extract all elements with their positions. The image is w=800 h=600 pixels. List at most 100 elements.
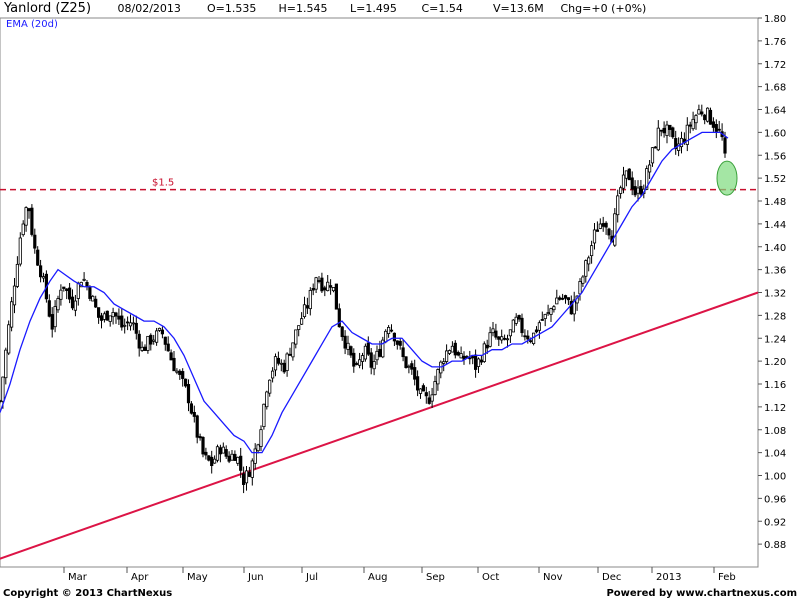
candle-body xyxy=(27,208,31,212)
candle-body xyxy=(607,228,611,236)
candle-body xyxy=(375,350,379,361)
candle-body xyxy=(215,446,220,461)
close-value: C=1.54 xyxy=(421,2,463,15)
candle-body xyxy=(624,170,629,179)
open-value: O=1.535 xyxy=(207,2,257,15)
candle-body xyxy=(384,330,388,343)
candle-body xyxy=(99,315,104,321)
y-tick-label: 1.24 xyxy=(764,334,786,345)
y-tick-label: 1.60 xyxy=(764,128,786,139)
candle-body xyxy=(186,384,191,404)
candle-body xyxy=(604,222,608,228)
candle-body xyxy=(413,367,417,380)
y-tick-label: 1.76 xyxy=(764,37,786,48)
candle-body xyxy=(502,337,507,340)
candle-body xyxy=(717,128,721,131)
candle-body xyxy=(456,351,460,356)
candle-body xyxy=(192,412,196,417)
candle-body xyxy=(7,324,11,354)
candle-body xyxy=(569,301,573,315)
y-tick-label: 1.68 xyxy=(764,83,786,94)
candle-body xyxy=(9,301,14,328)
price-level-label: $1.5 xyxy=(152,178,174,189)
candle-body xyxy=(36,249,40,266)
candle-body xyxy=(529,340,533,343)
candle-body xyxy=(15,263,20,287)
candle-body xyxy=(183,378,188,387)
candle-body xyxy=(511,319,515,333)
candle-body xyxy=(236,456,240,464)
candle-body xyxy=(285,353,289,371)
candle-body xyxy=(392,332,397,342)
candle-body xyxy=(50,314,54,330)
y-tick-label: 1.48 xyxy=(764,197,786,208)
candle-body xyxy=(442,361,446,364)
candle-body xyxy=(149,334,153,345)
candle-body xyxy=(102,313,106,320)
candle-body xyxy=(0,400,2,403)
y-tick-label: 1.56 xyxy=(764,151,786,162)
candle-body xyxy=(152,339,156,342)
candle-body xyxy=(305,305,310,309)
candle-body xyxy=(326,281,330,292)
candle-body xyxy=(526,335,530,340)
candle-body xyxy=(621,174,626,189)
candle-body xyxy=(450,345,455,353)
candle-body xyxy=(111,312,115,318)
candle-body xyxy=(178,370,182,375)
candle-body xyxy=(665,124,669,136)
candle-body xyxy=(378,348,382,357)
ema-layer xyxy=(0,131,729,454)
candle-body xyxy=(366,342,370,355)
candle-body xyxy=(259,429,263,447)
candle-body xyxy=(299,318,304,325)
candle-body xyxy=(453,342,457,356)
candle-body xyxy=(291,342,295,358)
candle-body xyxy=(76,283,80,299)
candle-body xyxy=(671,127,675,138)
candle-body xyxy=(297,325,301,330)
candle-body xyxy=(241,473,246,485)
candle-body xyxy=(1,376,5,402)
candle-body xyxy=(584,260,588,277)
candle-body xyxy=(694,115,698,124)
candle-body xyxy=(505,338,510,341)
candle-body xyxy=(131,322,135,325)
candle-body xyxy=(688,124,692,127)
candle-body xyxy=(244,470,249,484)
y-tick-label: 0.88 xyxy=(764,540,786,551)
candle-body xyxy=(697,109,701,115)
candle-body xyxy=(555,297,559,305)
candle-body xyxy=(123,324,127,327)
candle-body xyxy=(500,336,504,341)
candle-body xyxy=(328,285,333,288)
candle-body xyxy=(398,340,402,346)
powered-by-link[interactable]: Powered by www.chartnexus.com xyxy=(606,588,797,599)
candle-body xyxy=(128,322,133,327)
candle-body xyxy=(372,361,376,370)
candle-body xyxy=(198,436,202,439)
candle-body xyxy=(169,352,173,361)
candle-body xyxy=(514,316,518,324)
candle-body xyxy=(537,322,542,331)
candle-body xyxy=(418,388,423,394)
candle-body xyxy=(653,146,658,149)
candle-body xyxy=(88,286,92,299)
candle-body xyxy=(143,346,147,351)
candle-body xyxy=(175,370,179,373)
candle-body xyxy=(662,127,666,134)
y-tick-label: 1.00 xyxy=(764,472,786,483)
candle-body xyxy=(68,287,72,300)
candle-body xyxy=(404,356,408,368)
candle-body xyxy=(154,330,159,343)
candle-body xyxy=(189,403,193,414)
candle-body xyxy=(157,327,162,331)
candle-body xyxy=(708,109,713,125)
candle-body xyxy=(233,453,237,461)
candle-body xyxy=(276,357,281,364)
candle-body xyxy=(56,298,60,311)
candle-body xyxy=(73,300,77,311)
candle-body xyxy=(172,357,176,372)
y-tick-label: 0.92 xyxy=(764,517,786,528)
